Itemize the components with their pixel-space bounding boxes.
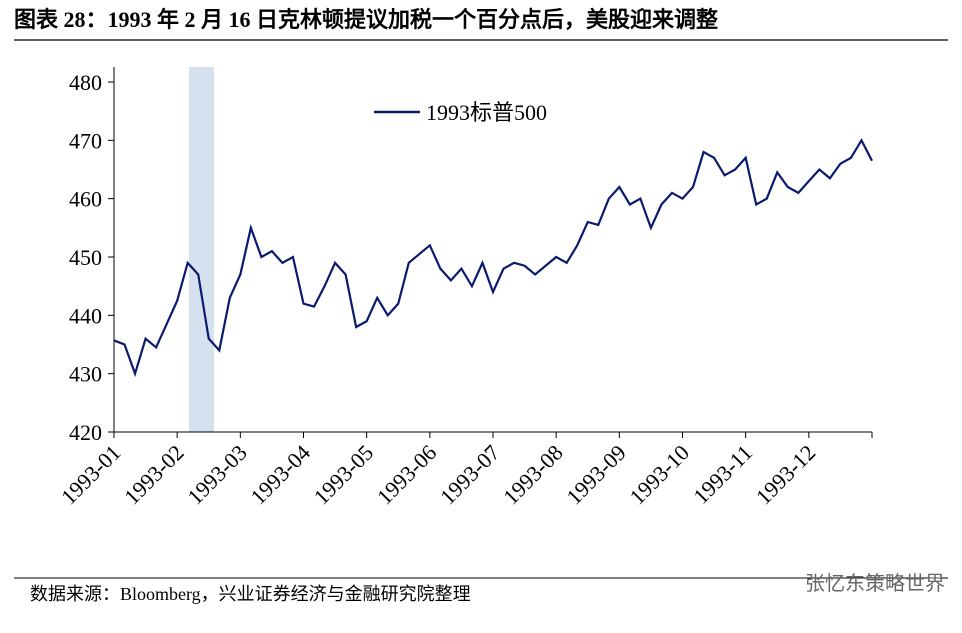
chart-title: 图表 28：1993 年 2 月 16 日克林顿提议加税一个百分点后，美股迎来调… — [14, 7, 718, 32]
x-tick-label: 1993-07 — [435, 440, 505, 510]
y-tick-label: 430 — [69, 362, 102, 387]
x-tick-label: 1993-08 — [498, 440, 568, 510]
x-tick-label: 1993-02 — [119, 440, 189, 510]
source: 数据来源：Bloomberg，兴业证券经济与金融研究院整理 — [30, 584, 471, 604]
watermark: 张忆东策略世界 — [805, 572, 945, 595]
y-tick-label: 450 — [69, 245, 102, 270]
y-tick-label: 480 — [69, 70, 102, 95]
y-tick-label: 460 — [69, 187, 102, 212]
y-tick-label: 470 — [69, 128, 102, 153]
line-series — [113, 138, 873, 378]
x-tick-label: 1993-01 — [56, 440, 126, 510]
x-tick-label: 1993-10 — [625, 440, 695, 510]
legend-label: 1993标普500 — [426, 100, 547, 125]
x-tick-label: 1993-09 — [561, 440, 631, 510]
y-tick-label: 420 — [69, 420, 102, 445]
x-tick-label: 1993-04 — [246, 440, 316, 510]
x-tick-label: 1993-12 — [751, 440, 821, 510]
y-tick-label: 440 — [69, 303, 102, 328]
x-tick-label: 1993-03 — [182, 440, 252, 510]
x-tick-label: 1993-06 — [372, 440, 442, 510]
highlight-band — [189, 67, 214, 432]
x-tick-label: 1993-05 — [309, 440, 379, 510]
x-tick-label: 1993-11 — [688, 440, 757, 509]
